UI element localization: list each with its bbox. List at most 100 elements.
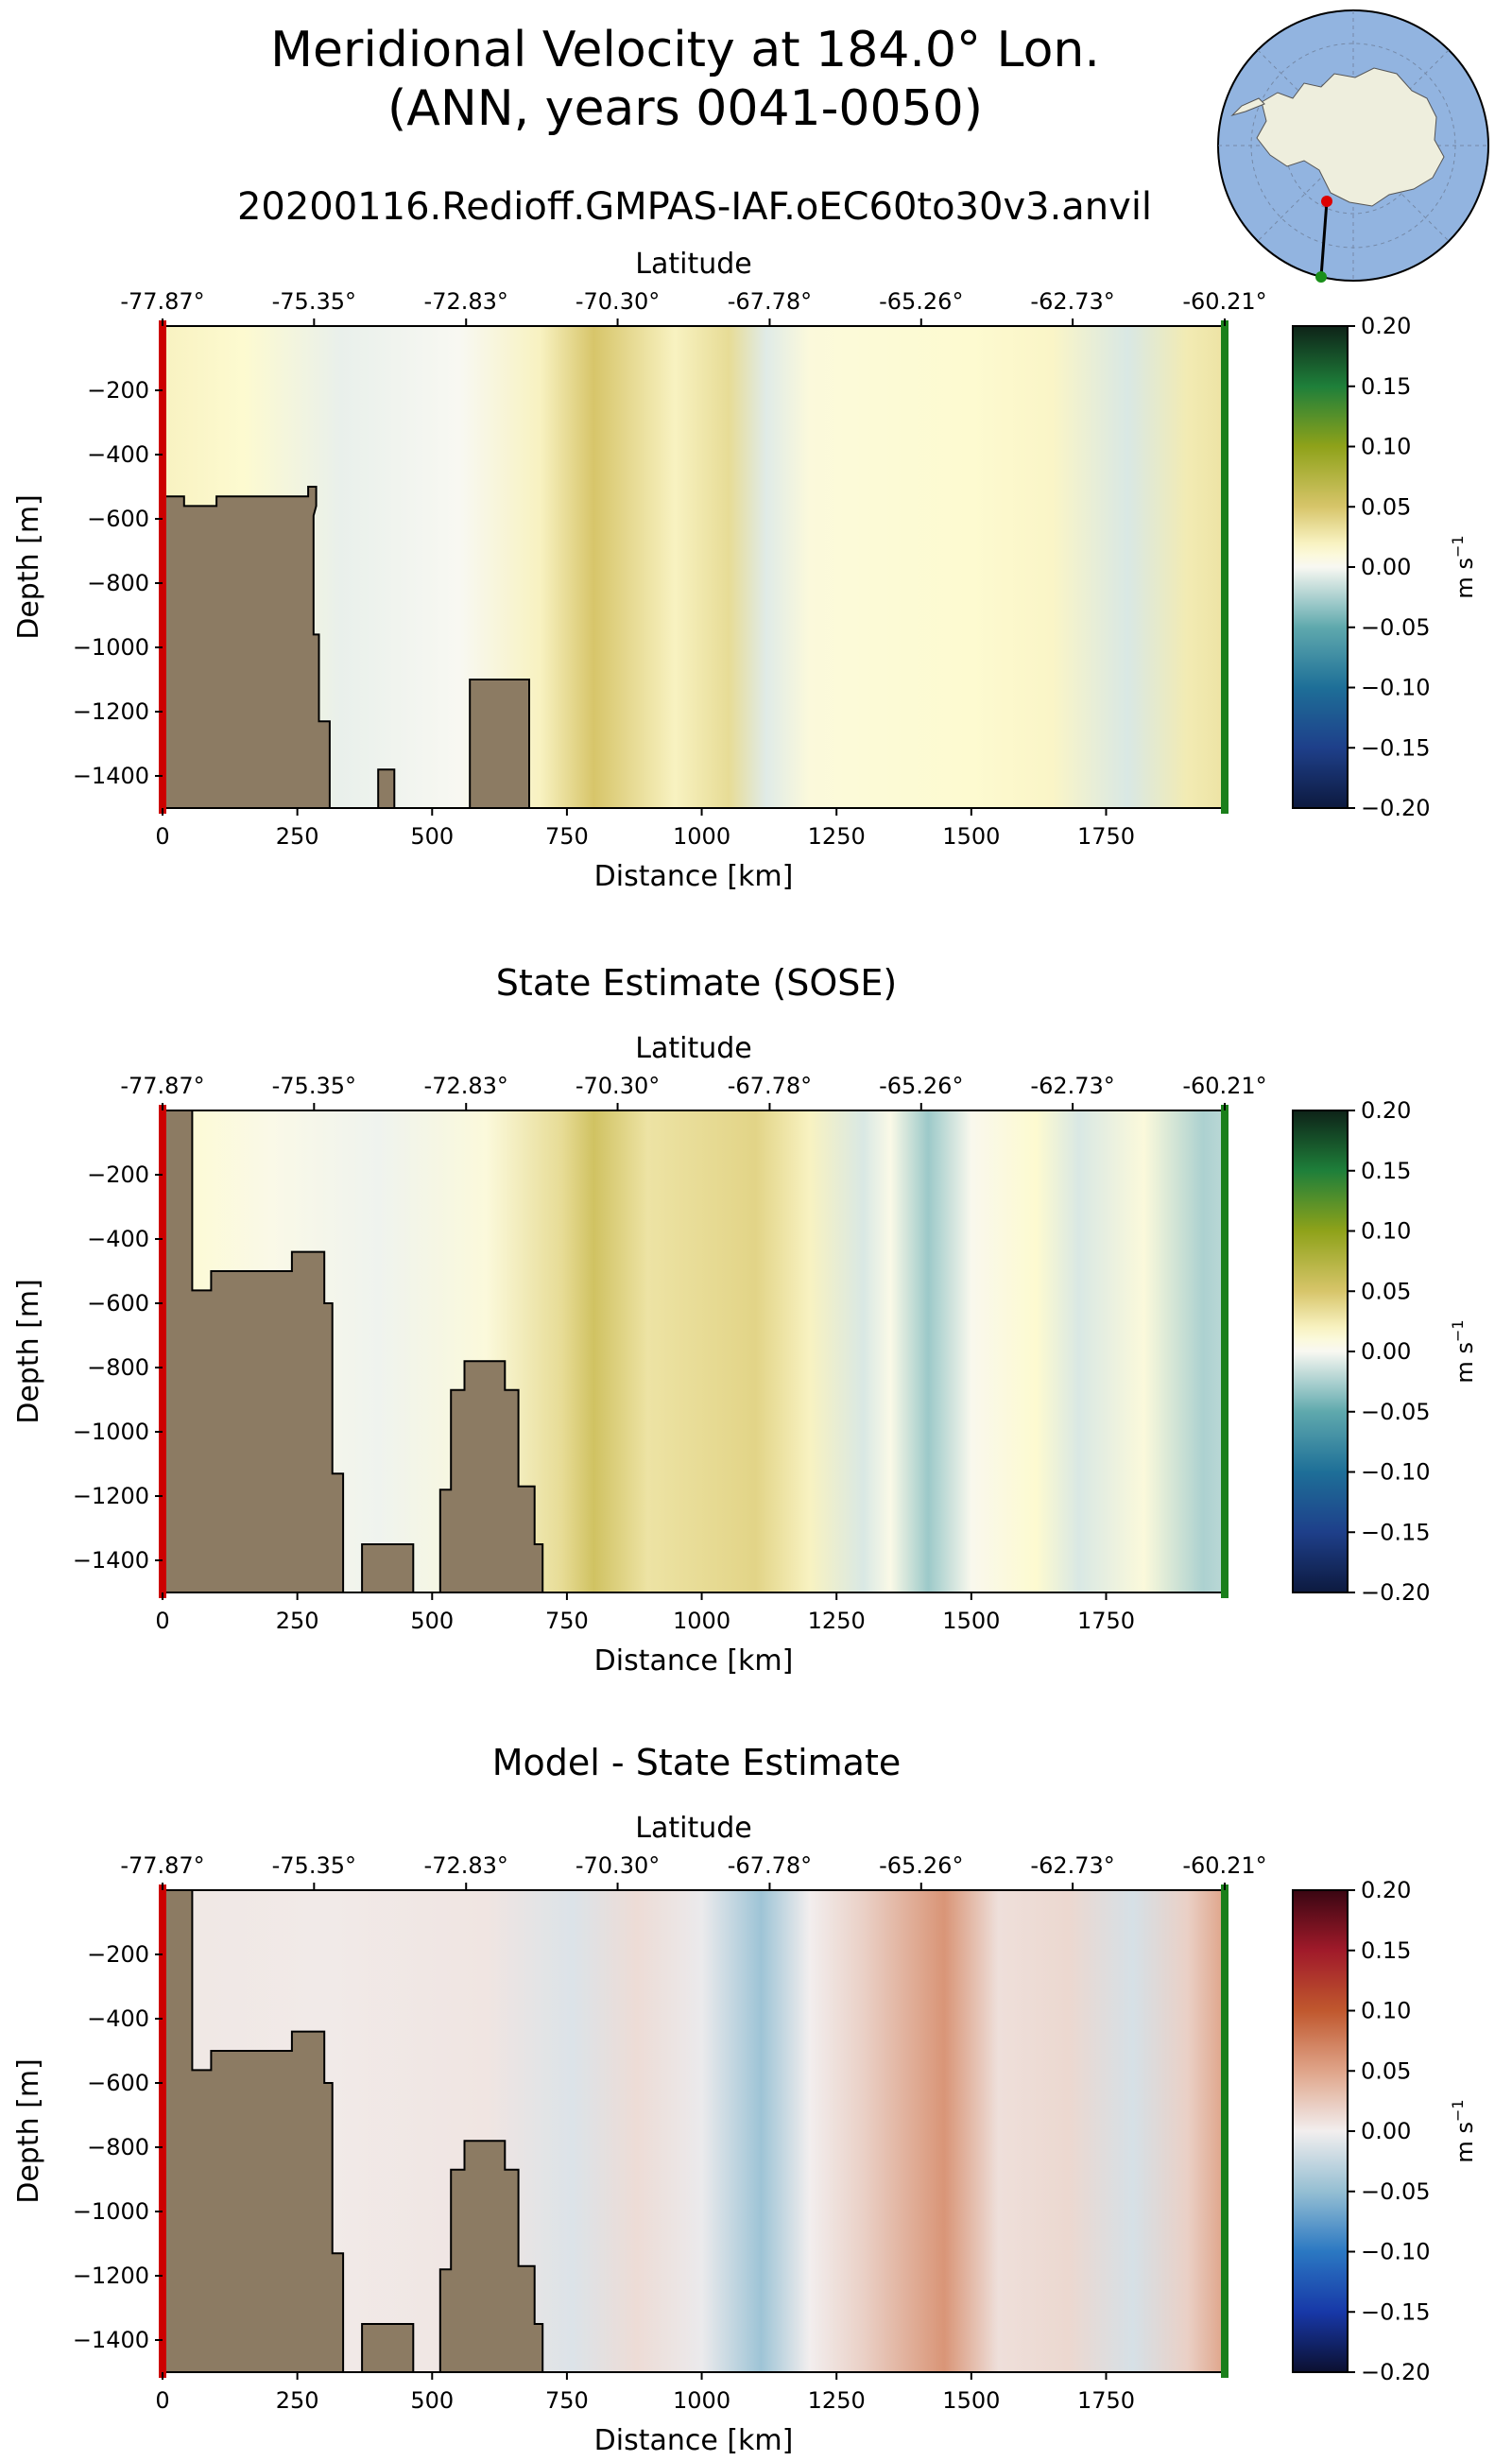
colorbar-tick-label: −0.05 <box>1361 2178 1431 2205</box>
panel-sose: State Estimate (SOSE) 0 250 500 750 1000 1250 1… <box>12 962 1478 1678</box>
y-tick-label: −800 <box>87 1354 149 1381</box>
panel-difference: Model - State Estimate 0 250 500 750 1000 1250… <box>12 1742 1478 2457</box>
x-axis-label: Distance [km] <box>594 2424 794 2457</box>
panel-model: 0 250 500 750 1000 1250 1500 1750 Distance [km] -… <box>12 248 1478 893</box>
figure-title-line1: Meridional Velocity at 184.0° Lon. <box>270 22 1100 78</box>
x-tick-label: 1750 <box>1077 1608 1135 1634</box>
latitude-tick-label: -62.73° <box>1030 288 1114 315</box>
y-tick-label: −800 <box>87 2134 149 2160</box>
colorbar-tick-label: 0.10 <box>1361 1218 1411 1245</box>
bathymetry <box>162 1889 544 2373</box>
latitude-tick-label: -70.30° <box>576 1073 660 1099</box>
y-tick-label: −400 <box>87 2005 149 2032</box>
colorbar-tick-label: 0.05 <box>1361 2057 1411 2084</box>
x-tick-label: 1750 <box>1077 2387 1135 2414</box>
y-tick-label: −1200 <box>73 2263 149 2289</box>
x-tick-label: 1250 <box>808 2387 866 2414</box>
transect-line <box>1319 200 1329 278</box>
colorbar <box>1292 1110 1349 1593</box>
y-tick-label: −1000 <box>73 2198 149 2225</box>
y-tick-label: −600 <box>87 506 149 532</box>
transect-end-dot <box>1315 271 1327 283</box>
y-tick-label: −200 <box>87 377 149 404</box>
transect-start-dot <box>1321 196 1332 207</box>
y-tick-label: −400 <box>87 441 149 468</box>
latitude-tick-label: -75.35° <box>272 288 356 315</box>
colorbar-units-label: m s−1 <box>1449 535 1478 598</box>
colorbar-tick-label: 0.10 <box>1361 1998 1411 2024</box>
transect-start-marker <box>159 1105 166 1598</box>
latitude-tick-label: -65.26° <box>879 1073 963 1099</box>
y-tick-label: −800 <box>87 570 149 596</box>
colorbar-tick-label: 0.20 <box>1361 313 1411 339</box>
colorbar-tick-label: −0.20 <box>1361 2359 1431 2385</box>
y-tick-label: −200 <box>87 1162 149 1188</box>
colorbar-tick-label: 0.20 <box>1361 1097 1411 1124</box>
x-tick-label: 1750 <box>1077 823 1135 850</box>
latitude-axis-label: Latitude <box>635 248 751 281</box>
colorbar-tick-label: 0.05 <box>1361 1278 1411 1304</box>
y-tick-label: −1200 <box>73 1483 149 1509</box>
transect-end-marker <box>1221 320 1228 814</box>
colorbar-tick-label: −0.15 <box>1361 2298 1431 2325</box>
colorbar-tick-label: −0.10 <box>1361 1459 1431 1486</box>
x-tick-label: 1000 <box>673 1608 730 1634</box>
transect-start-marker <box>159 320 166 814</box>
y-tick-label: −1000 <box>73 634 149 661</box>
x-tick-label: 500 <box>410 1608 454 1634</box>
x-tick-label: 750 <box>545 1608 589 1634</box>
colorbar-tick-label: 0.05 <box>1361 493 1411 520</box>
x-axis-label: Distance [km] <box>594 1644 794 1678</box>
x-tick-label: 1000 <box>673 823 730 850</box>
latitude-axis-label: Latitude <box>635 1032 751 1065</box>
colorbar-tick-label: −0.10 <box>1361 675 1431 701</box>
x-tick-label: 0 <box>155 1608 169 1634</box>
x-tick-label: 0 <box>155 2387 169 2414</box>
x-tick-label: 1500 <box>942 1608 1000 1634</box>
y-tick-label: −400 <box>87 1226 149 1252</box>
x-tick-label: 0 <box>155 823 169 850</box>
transect-end-marker <box>1221 1105 1228 1598</box>
colorbar-tick-label: −0.05 <box>1361 614 1431 641</box>
latitude-tick-label: -65.26° <box>879 1852 963 1879</box>
x-tick-label: 250 <box>276 2387 319 2414</box>
y-tick-label: −1000 <box>73 1419 149 1445</box>
latitude-tick-label: -77.87° <box>120 288 204 315</box>
colorbar-tick-label: −0.05 <box>1361 1399 1431 1425</box>
colorbar-tick-label: −0.15 <box>1361 1519 1431 1545</box>
x-tick-label: 500 <box>410 823 454 850</box>
colorbar-tick-label: 0.10 <box>1361 434 1411 460</box>
antarctic-peninsula <box>1230 97 1265 117</box>
inset-map <box>1217 9 1489 283</box>
latitude-tick-label: -70.30° <box>576 288 660 315</box>
colorbar-tick-label: −0.15 <box>1361 734 1431 761</box>
colorbar-tick-label: 0.00 <box>1361 554 1411 580</box>
x-axis-label: Distance [km] <box>594 860 794 893</box>
latitude-tick-label: -60.21° <box>1182 1073 1266 1099</box>
colorbar-tick-label: −0.20 <box>1361 795 1431 821</box>
antarctica-landmass <box>1256 67 1445 207</box>
colorbar-tick-label: 0.20 <box>1361 1877 1411 1903</box>
y-tick-label: −1200 <box>73 698 149 725</box>
colorbar-units-label: m s−1 <box>1449 1319 1478 1383</box>
y-axis-label: Depth [m] <box>12 2058 45 2204</box>
latitude-tick-label: -77.87° <box>120 1073 204 1099</box>
latitude-tick-label: -67.78° <box>728 1852 812 1879</box>
y-tick-label: −1400 <box>73 763 149 789</box>
y-tick-label: −1400 <box>73 1547 149 1574</box>
latitude-tick-label: -75.35° <box>272 1073 356 1099</box>
latitude-tick-label: -72.83° <box>424 288 508 315</box>
x-tick-label: 750 <box>545 823 589 850</box>
x-tick-label: 1500 <box>942 823 1000 850</box>
latitude-tick-label: -65.26° <box>879 288 963 315</box>
colorbar <box>1292 1889 1349 2373</box>
run-name: 20200116.Redioff.GMPAS-IAF.oEC60to30v3.a… <box>237 185 1152 229</box>
velocity-field <box>163 326 1225 808</box>
y-axis-label: Depth [m] <box>12 1279 45 1424</box>
latitude-tick-label: -67.78° <box>728 1073 812 1099</box>
colorbar-tick-label: 0.00 <box>1361 1338 1411 1365</box>
latitude-tick-label: -67.78° <box>728 288 812 315</box>
y-tick-label: −600 <box>87 2070 149 2096</box>
x-tick-label: 1500 <box>942 2387 1000 2414</box>
